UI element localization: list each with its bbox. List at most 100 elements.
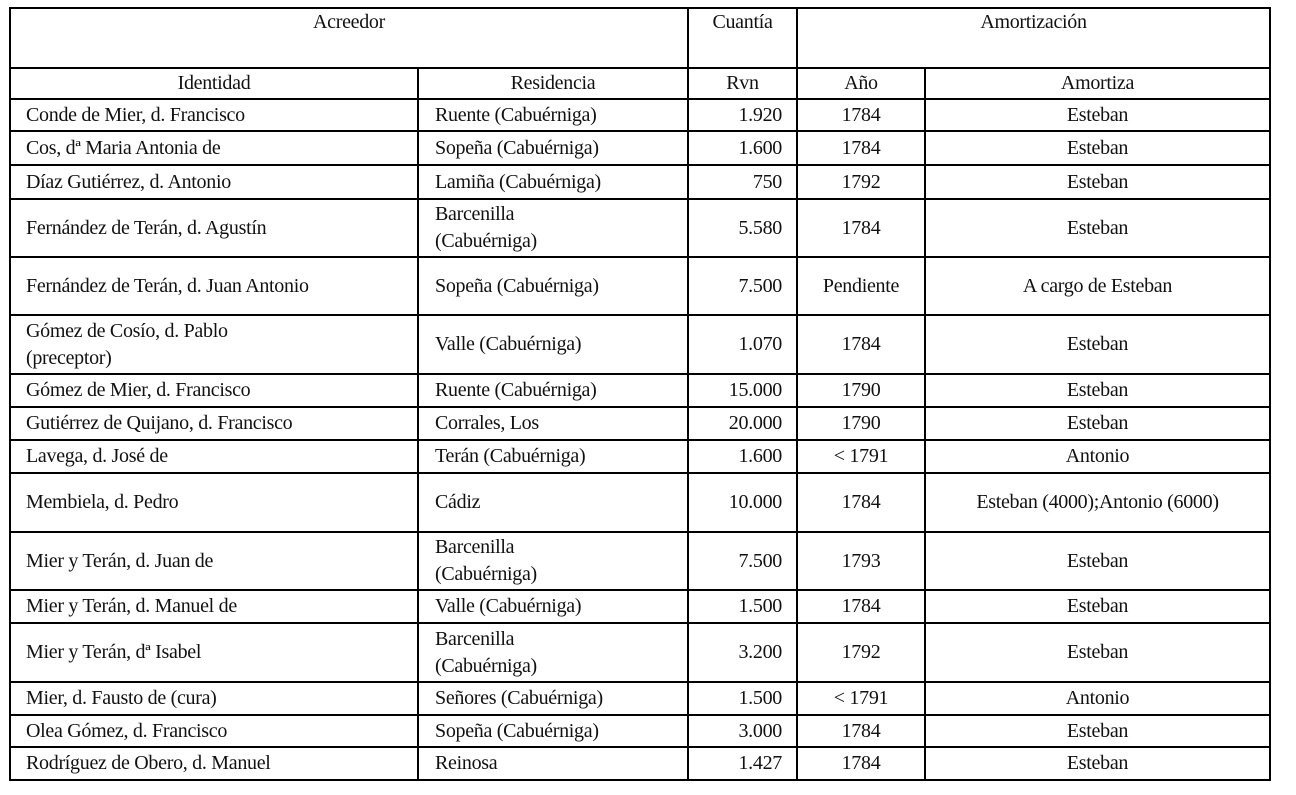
cell-amortiza: Esteban: [924, 746, 1271, 781]
cell-amortiza: Esteban: [924, 373, 1271, 408]
table-row: Membiela, d. Pedro Cádiz 10.000 1784 Esteban…: [9, 472, 1271, 533]
cell-residencia: Terán (Cabuérniga): [417, 439, 689, 474]
cell-identidad: Conde de Mier, d. Francisco: [9, 98, 419, 132]
header-residencia: Residencia: [417, 67, 689, 100]
cell-amortiza: Antonio: [924, 681, 1271, 716]
cell-identidad: Gutiérrez de Quijano, d. Francisco: [9, 406, 419, 441]
table-row: Gómez de Cosío, d. Pablo (preceptor) Vall…: [9, 314, 1271, 375]
cell-identidad: Fernández de Terán, d. Agustín: [9, 198, 419, 258]
creditors-table: Acreedor Cuantía Amortización Identidad …: [9, 7, 1271, 781]
table-row: Mier y Terán, d. Manuel de Valle (Cabuérn…: [9, 589, 1271, 624]
cell-rvn: 1.600: [687, 130, 798, 166]
cell-amortiza: Esteban: [924, 198, 1271, 258]
cell-residencia: Ruente (Cabuérniga): [417, 98, 689, 132]
cell-rvn: 1.070: [687, 314, 798, 375]
cell-residencia: Señores (Cabuérniga): [417, 681, 689, 716]
cell-amortiza: Esteban: [924, 589, 1271, 624]
table-row: Conde de Mier, d. Francisco Ruente (Cabué…: [9, 98, 1271, 132]
header-amortizacion: Amortización: [796, 7, 1271, 69]
cell-residencia: Valle (Cabuérniga): [417, 314, 689, 375]
cell-residencia: Lamiña (Cabuérniga): [417, 164, 689, 200]
cell-identidad: Gómez de Cosío, d. Pablo (preceptor): [9, 314, 419, 375]
cell-rvn: 1.500: [687, 589, 798, 624]
cell-anio: 1784: [796, 98, 926, 132]
cell-identidad: Gómez de Mier, d. Francisco: [9, 373, 419, 408]
table-row: Mier y Terán, dª Isabel Barcenilla (Cabué…: [9, 622, 1271, 683]
cell-anio: 1784: [796, 130, 926, 166]
table-row: Díaz Gutiérrez, d. Antonio Lamiña (Cabuér…: [9, 164, 1271, 200]
cell-identidad: Díaz Gutiérrez, d. Antonio: [9, 164, 419, 200]
table-row: Gómez de Mier, d. Francisco Ruente (Cabué…: [9, 373, 1271, 408]
cell-residencia: Barcenilla (Cabuérniga): [417, 531, 689, 591]
cell-anio: 1784: [796, 746, 926, 781]
cell-rvn: 1.500: [687, 681, 798, 716]
cell-residencia: Cádiz: [417, 472, 689, 533]
cell-amortiza: A cargo de Esteban: [924, 256, 1271, 316]
cell-amortiza: Esteban: [924, 130, 1271, 166]
cell-amortiza: Esteban: [924, 531, 1271, 591]
cell-anio: 1784: [796, 198, 926, 258]
table-row: Olea Gómez, d. Francisco Sopeña (Cabuérni…: [9, 714, 1271, 748]
header-row-group: Acreedor Cuantía Amortización: [9, 7, 1271, 69]
cell-identidad: Mier, d. Fausto de (cura): [9, 681, 419, 716]
cell-anio: 1793: [796, 531, 926, 591]
cell-rvn: 3.000: [687, 714, 798, 748]
cell-residencia: Sopeña (Cabuérniga): [417, 130, 689, 166]
cell-anio: 1784: [796, 714, 926, 748]
cell-anio: 1792: [796, 622, 926, 683]
cell-identidad: Lavega, d. José de: [9, 439, 419, 474]
table-row: Cos, dª Maria Antonia de Sopeña (Cabuérni…: [9, 130, 1271, 166]
cell-residencia: Barcenilla (Cabuérniga): [417, 622, 689, 683]
cell-anio: 1784: [796, 589, 926, 624]
header-cuantia: Cuantía: [687, 7, 798, 69]
cell-residencia: Ruente (Cabuérniga): [417, 373, 689, 408]
header-anio: Año: [796, 67, 926, 100]
cell-residencia: Barcenilla (Cabuérniga): [417, 198, 689, 258]
cell-amortiza: Esteban: [924, 714, 1271, 748]
table-row: Lavega, d. José de Terán (Cabuérniga) 1.60…: [9, 439, 1271, 474]
cell-residencia: Valle (Cabuérniga): [417, 589, 689, 624]
cell-amortiza: Esteban (4000);Antonio (6000): [924, 472, 1271, 533]
cell-identidad: Cos, dª Maria Antonia de: [9, 130, 419, 166]
table-row: Rodríguez de Obero, d. Manuel Reinosa 1.42…: [9, 746, 1271, 781]
cell-rvn: 10.000: [687, 472, 798, 533]
cell-identidad: Mier y Terán, d. Juan de: [9, 531, 419, 591]
cell-identidad: Mier y Terán, d. Manuel de: [9, 589, 419, 624]
cell-identidad: Fernández de Terán, d. Juan Antonio: [9, 256, 419, 316]
cell-anio: 1784: [796, 314, 926, 375]
header-row-columns: Identidad Residencia Rvn Año Amortiza: [9, 67, 1271, 100]
cell-rvn: 1.920: [687, 98, 798, 132]
cell-rvn: 7.500: [687, 256, 798, 316]
cell-anio: Pendiente: [796, 256, 926, 316]
cell-anio: < 1791: [796, 439, 926, 474]
cell-rvn: 3.200: [687, 622, 798, 683]
cell-anio: 1792: [796, 164, 926, 200]
cell-anio: 1790: [796, 373, 926, 408]
cell-amortiza: Esteban: [924, 98, 1271, 132]
header-amortiza: Amortiza: [924, 67, 1271, 100]
cell-anio: 1790: [796, 406, 926, 441]
cell-rvn: 15.000: [687, 373, 798, 408]
cell-rvn: 750: [687, 164, 798, 200]
header-identidad: Identidad: [9, 67, 419, 100]
cell-amortiza: Esteban: [924, 314, 1271, 375]
cell-identidad: Mier y Terán, dª Isabel: [9, 622, 419, 683]
cell-amortiza: Esteban: [924, 164, 1271, 200]
cell-amortiza: Esteban: [924, 622, 1271, 683]
header-rvn: Rvn: [687, 67, 798, 100]
table-row: Mier, d. Fausto de (cura) Señores (Cabuér…: [9, 681, 1271, 716]
table-row: Mier y Terán, d. Juan de Barcenilla (Cabu…: [9, 531, 1271, 591]
table-row: Fernández de Terán, d. Agustín Barcenilla…: [9, 198, 1271, 258]
cell-identidad: Olea Gómez, d. Francisco: [9, 714, 419, 748]
cell-amortiza: Antonio: [924, 439, 1271, 474]
cell-rvn: 20.000: [687, 406, 798, 441]
cell-identidad: Rodríguez de Obero, d. Manuel: [9, 746, 419, 781]
cell-rvn: 7.500: [687, 531, 798, 591]
cell-rvn: 5.580: [687, 198, 798, 258]
cell-residencia: Corrales, Los: [417, 406, 689, 441]
header-acreedor: Acreedor: [9, 7, 689, 69]
cell-rvn: 1.427: [687, 746, 798, 781]
table-row: Gutiérrez de Quijano, d. Francisco Corral…: [9, 406, 1271, 441]
cell-anio: 1784: [796, 472, 926, 533]
cell-amortiza: Esteban: [924, 406, 1271, 441]
